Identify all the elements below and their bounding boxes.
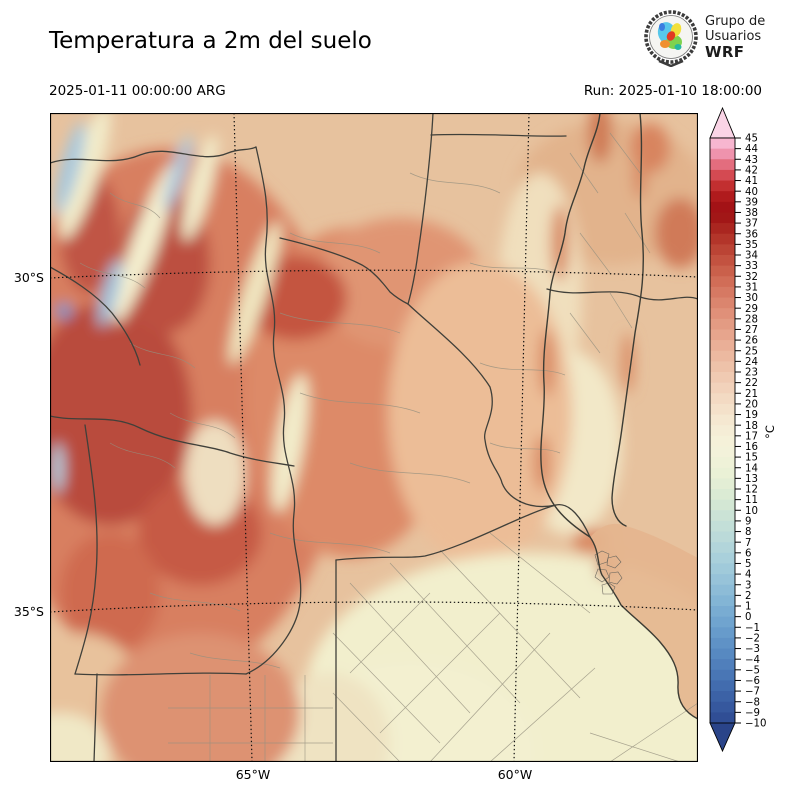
colorbar-tick-label: 40 xyxy=(745,187,758,198)
colorbar-tick-label: 33 xyxy=(745,261,758,272)
colorbar-tick-label: 11 xyxy=(745,495,758,506)
colorbar-tick-label: 39 xyxy=(745,197,758,208)
rio-de-la-plata-water xyxy=(590,523,698,719)
colorbar-tick-label: −10 xyxy=(745,719,767,730)
lat-label-30s: 30°S xyxy=(13,270,44,285)
colorbar-tick-label: 37 xyxy=(745,219,758,230)
colorbar-tick-label: 15 xyxy=(745,453,758,464)
page-title: Temperatura a 2m del suelo xyxy=(49,28,372,54)
colorbar-tick-label: 28 xyxy=(745,314,758,325)
map-frame xyxy=(50,113,698,762)
colorbar-tick-label: 34 xyxy=(745,251,758,262)
gridline-35s xyxy=(50,601,698,613)
logo-line3: WRF xyxy=(705,43,745,62)
colorbar-tick-label: −7 xyxy=(745,687,760,698)
colorbar-tick-label: 31 xyxy=(745,283,758,294)
colorbar-tick-label: −2 xyxy=(745,634,760,645)
colorbar-tick-label: 8 xyxy=(745,527,751,538)
colorbar-tick-label: 27 xyxy=(745,325,758,336)
coastline xyxy=(589,536,698,720)
wrf-logo-globe-icon xyxy=(644,10,698,67)
parana-river xyxy=(540,113,601,538)
colorbar-tick-label: 43 xyxy=(745,155,758,166)
model-run-label: Run: 2025-01-10 18:00:00 xyxy=(583,83,762,99)
colorbar-tick-label: 4 xyxy=(745,570,751,581)
colorbar-tick-label: 36 xyxy=(745,229,758,240)
logo-line1: Grupo de xyxy=(705,14,766,30)
rivers xyxy=(540,113,698,720)
colorbar-tick-label: 42 xyxy=(745,166,758,177)
colorbar-tick-label: 25 xyxy=(745,346,758,357)
colorbar-tick-label: 17 xyxy=(745,431,758,442)
colorbar-tick-label: 5 xyxy=(745,559,751,570)
province-borders xyxy=(50,113,698,762)
colorbar-tick-label: 26 xyxy=(745,336,758,347)
colorbar-tick-label: −6 xyxy=(745,676,760,687)
colorbar-tick-label: −8 xyxy=(745,697,760,708)
colorbar-tick-label: −3 xyxy=(745,644,760,655)
colorbar-tick-label: 23 xyxy=(745,368,758,379)
colorbar-tick-label: 21 xyxy=(745,389,758,400)
colorbar-tick-label: −1 xyxy=(745,623,760,634)
colorbar-tick-label: 7 xyxy=(745,538,751,549)
colorbar-tick-label: 0 xyxy=(745,612,751,623)
colorbar-tick-label: 30 xyxy=(745,293,758,304)
temperature-map xyxy=(50,113,698,762)
colorbar-tick-label: 44 xyxy=(745,144,758,155)
colorbar-tick-label: 14 xyxy=(745,463,758,474)
gridline-30s xyxy=(50,269,698,279)
gridline-60w xyxy=(513,113,530,762)
colorbar-tick-label: 20 xyxy=(745,400,758,411)
colorbar-tick-label: 1 xyxy=(745,602,751,613)
colorbar-tick-label: 35 xyxy=(745,240,758,251)
uruguay-river xyxy=(611,113,644,527)
department-boundaries xyxy=(79,132,698,762)
colorbar-tick-label: 9 xyxy=(745,517,751,528)
colorbar-tick-label: −9 xyxy=(745,708,760,719)
colorbar-tick-label: 6 xyxy=(745,548,751,559)
colorbar-tick-label: 45 xyxy=(745,134,758,145)
colorbar-tick-label: 19 xyxy=(745,410,758,421)
colorbar-tick-label: 13 xyxy=(745,474,758,485)
colorbar-tick-label: 16 xyxy=(745,442,758,453)
colorbar-arrow-above xyxy=(709,106,736,139)
colorbar-tick-label: 41 xyxy=(745,176,758,187)
valid-time-label: 2025-01-11 00:00:00 ARG xyxy=(49,83,226,99)
temperature-field-blobs xyxy=(50,113,698,762)
temperature-map-canvas xyxy=(50,113,698,762)
colorbar-arrow-below xyxy=(709,722,736,753)
lat-label-35s: 35°S xyxy=(13,604,44,619)
colorbar-unit-label: °C xyxy=(762,425,777,439)
colorbar-tick-label: −5 xyxy=(745,665,760,676)
colorbar-tick-label: 18 xyxy=(745,421,758,432)
wrf-users-group-logo: Grupo de Usuarios WRF xyxy=(643,9,765,67)
colorbar-tick-label: 24 xyxy=(745,357,758,368)
colorbar-tick-label: 12 xyxy=(745,485,758,496)
lon-label-60w: 60°W xyxy=(497,767,533,782)
colorbar-tick-label: 38 xyxy=(745,208,758,219)
lon-label-65w: 65°W xyxy=(235,767,271,782)
graticule xyxy=(50,113,698,762)
colorbar-tick-label: 3 xyxy=(745,580,751,591)
colorbar-tick-label: 10 xyxy=(745,506,758,517)
gridline-65w xyxy=(233,113,253,762)
colorbar-tick-label: 29 xyxy=(745,304,758,315)
colorbar-tick-label: 32 xyxy=(745,272,758,283)
logo-line2: Usuarios xyxy=(705,28,762,44)
temperature-colorbar: 4544434241403938373635343332313029282726… xyxy=(709,106,767,753)
colorbar-tick-label: 2 xyxy=(745,591,751,602)
colorbar-tick-label: −4 xyxy=(745,655,760,666)
colorbar-tick-label: 22 xyxy=(745,378,758,389)
